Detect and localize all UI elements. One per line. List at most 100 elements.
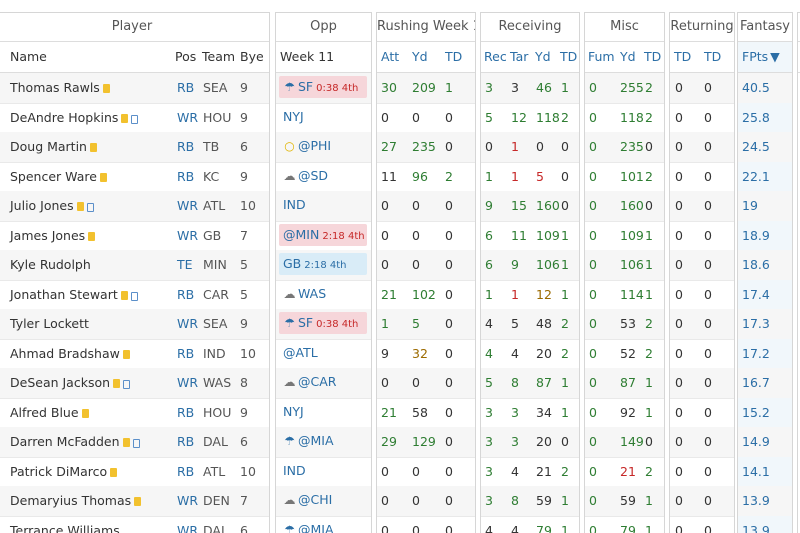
note-icon[interactable]	[122, 438, 130, 447]
opponent-link[interactable]: NYJ	[279, 401, 308, 423]
rec-yd: 106	[536, 257, 560, 272]
fantasy-points: 18.9	[742, 227, 770, 243]
rec-targets: 5	[511, 316, 519, 331]
note-icon[interactable]	[76, 202, 84, 211]
player-name-link[interactable]: Spencer Ware	[10, 162, 107, 191]
player-name: James Jones	[10, 227, 86, 243]
player-pos: RB	[177, 80, 195, 95]
note-icon[interactable]	[134, 497, 142, 506]
misc-yd: 87	[620, 375, 636, 390]
player-bye: 5	[240, 257, 248, 272]
note-icon[interactable]	[113, 379, 121, 388]
player-name: Alfred Blue	[10, 404, 79, 420]
table-row: IND	[276, 191, 371, 222]
col-ret-td-2[interactable]: TD	[704, 49, 722, 64]
rushing-column-headers: Att Yd TD	[377, 42, 475, 73]
player-name-link[interactable]: Doug Martin	[10, 132, 97, 161]
news-icon[interactable]	[130, 291, 138, 301]
player-name-link[interactable]: Julio Jones	[10, 191, 94, 220]
ret-td-1: 0	[675, 109, 683, 125]
opponent-link[interactable]: @MIN 2:18 4th	[279, 223, 367, 246]
col-rush-yd[interactable]: Yd	[412, 49, 428, 64]
umbrella-icon: ☂	[284, 434, 295, 448]
note-icon[interactable]	[89, 143, 97, 152]
note-icon[interactable]	[99, 172, 107, 182]
rush-att: 29	[381, 434, 397, 449]
col-rush-att[interactable]: Att	[381, 49, 400, 64]
col-team[interactable]: Team	[202, 49, 236, 64]
col-fpts[interactable]: FPts ▼	[742, 42, 780, 72]
opponent-link[interactable]: ☁ WAS	[279, 283, 330, 305]
note-icon[interactable]	[121, 113, 129, 123]
note-icon[interactable]	[102, 84, 110, 93]
col-bye[interactable]: Bye	[240, 49, 264, 64]
table-row: 15.2	[738, 397, 792, 428]
player-name-link[interactable]: Terrance Williams	[10, 516, 120, 533]
table-row: Ahmad Bradshaw RB IND 10	[0, 339, 269, 369]
opponent-link[interactable]: ○ @PHI	[279, 135, 335, 157]
opponent-link[interactable]: ☂ @MIA	[279, 519, 338, 533]
note-icon[interactable]	[110, 467, 118, 477]
ret-td-1: 0	[675, 286, 683, 302]
player-name-link[interactable]: Patrick DiMarco	[10, 457, 118, 486]
opponent-link[interactable]: ☁ @CHI	[279, 489, 336, 511]
misc-yd: 106	[620, 257, 644, 272]
player-name-link[interactable]: Jonathan Stewart	[10, 280, 138, 309]
player-name-link[interactable]: Alfred Blue	[10, 398, 89, 427]
col-name[interactable]: Name	[10, 49, 47, 64]
col-rec-yd[interactable]: Yd	[535, 49, 551, 64]
note-icon[interactable]	[88, 231, 96, 241]
opponent-link[interactable]: ☁ @CAR	[279, 371, 340, 393]
player-name-link[interactable]: Thomas Rawls	[10, 73, 110, 102]
opponent-link[interactable]: ☂ SF 0:38 4th	[279, 76, 367, 98]
news-icon[interactable]	[123, 380, 131, 389]
player-name-link[interactable]: Tyler Lockett	[10, 309, 89, 338]
player-name-link[interactable]: Demaryius Thomas	[10, 486, 142, 515]
table-row: Thomas Rawls RB SEA 9	[0, 73, 269, 104]
opponent-link[interactable]: ☁ @SD	[279, 165, 332, 187]
note-icon[interactable]	[120, 290, 128, 300]
player-name-link[interactable]: DeAndre Hopkins	[10, 103, 139, 132]
col-rec-td[interactable]: TD	[560, 49, 578, 64]
col-misc-td[interactable]: TD	[644, 49, 662, 64]
player-name-link[interactable]: DeSean Jackson	[10, 368, 131, 397]
col-fum[interactable]: Fum	[588, 49, 615, 64]
rec-yd: 20	[536, 434, 552, 449]
table-row: 11 96 2	[377, 162, 475, 192]
note-icon[interactable]	[122, 349, 130, 359]
news-icon[interactable]	[132, 439, 140, 448]
ret-td-1: 0	[675, 434, 683, 449]
col-week[interactable]: Week 11	[280, 49, 335, 64]
news-icon[interactable]	[131, 114, 139, 124]
rec-td: 0	[561, 168, 569, 184]
player-name-link[interactable]: Darren McFadden	[10, 427, 140, 456]
opponent-link[interactable]: IND	[279, 194, 310, 216]
rec-count: 6	[485, 227, 493, 243]
opponent-link[interactable]: ☂ SF 0:38 4th	[279, 312, 367, 334]
opponent-link[interactable]: GB 2:18 4th	[279, 253, 367, 275]
col-misc-yd[interactable]: Yd	[620, 49, 636, 64]
player-name-link[interactable]: Kyle Rudolph	[10, 250, 91, 279]
opponent-link[interactable]: IND	[279, 460, 310, 482]
col-rec[interactable]: Rec	[484, 49, 507, 64]
player-name-link[interactable]: Ahmad Bradshaw	[10, 339, 130, 368]
player-name-link[interactable]: James Jones	[10, 221, 96, 250]
opponent-link[interactable]: @ATL	[279, 342, 322, 364]
rec-targets: 4	[511, 345, 519, 361]
opponent-link[interactable]: ☂ @MIA	[279, 430, 338, 452]
opponent-team: @PHI	[298, 138, 332, 153]
news-icon[interactable]	[86, 203, 94, 212]
opponent-link[interactable]: NYJ	[279, 106, 308, 128]
col-rush-td[interactable]: TD	[445, 49, 463, 64]
table-row: Darren McFadden RB DAL 6	[0, 427, 269, 458]
rush-att: 21	[381, 404, 397, 420]
rush-yd: 0	[412, 493, 420, 508]
player-pos: TE	[177, 257, 193, 272]
col-pos[interactable]: Pos	[175, 49, 197, 64]
rec-count: 4	[485, 345, 493, 361]
note-icon[interactable]	[81, 408, 89, 418]
player-name: Darren McFadden	[10, 434, 120, 449]
col-ret-td-1[interactable]: TD	[674, 49, 692, 64]
col-tar[interactable]: Tar	[510, 49, 529, 64]
